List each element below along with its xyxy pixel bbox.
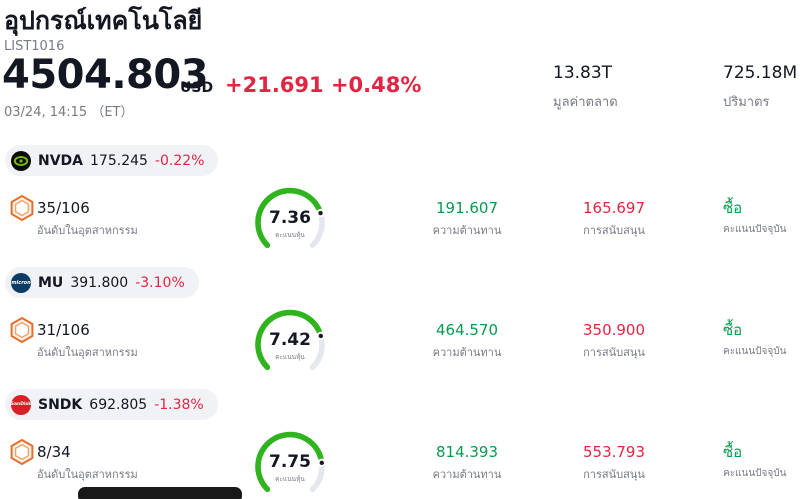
resistance-column: 464.570 ความต้านทาน bbox=[393, 321, 541, 361]
industry-rank-icon bbox=[8, 316, 36, 344]
ticker-symbol: MU bbox=[38, 274, 64, 291]
resistance-value: 814.393 bbox=[435, 443, 499, 461]
resistance-label: ความต้านทาน bbox=[432, 346, 502, 359]
industry-rank-label: อันดับในอุตสาหกรรม bbox=[37, 468, 138, 481]
resistance-value: 191.607 bbox=[435, 199, 499, 217]
industry-rank-value: 8/34 bbox=[37, 443, 71, 461]
resistance-label: ความต้านทาน bbox=[432, 224, 502, 237]
volume-value: 725.18M bbox=[723, 63, 798, 83]
support-value: 165.697 bbox=[582, 199, 646, 217]
ticker-pill-mu[interactable]: micron MU 391.800 -3.10% bbox=[5, 267, 199, 298]
support-label: การสนับสนุน bbox=[583, 468, 645, 481]
ticker-symbol: SNDK bbox=[38, 396, 83, 413]
industry-rank-value: 35/106 bbox=[37, 199, 90, 217]
score-gauge: 7.42 คะแนนหุ้น bbox=[250, 303, 330, 383]
industry-rank-value: 31/106 bbox=[37, 321, 90, 339]
score-value: 7.36 bbox=[269, 208, 311, 228]
ticker-price: 175.245 bbox=[90, 152, 148, 169]
quote-datetime: 03/24, 14:15 （ET） bbox=[4, 105, 134, 120]
score-label: คะแนนหุ้น bbox=[275, 231, 305, 239]
support-column: 350.900 การสนับสนุน bbox=[540, 321, 688, 361]
industry-rank-label: อันดับในอุตสาหกรรม bbox=[37, 346, 138, 359]
industry-rank-label: อันดับในอุตสาหกรรม bbox=[37, 224, 138, 237]
stock-row: NVDA 175.245 -0.22% 35/106 อันดับในอุตสา… bbox=[0, 145, 800, 268]
index-price: 4504.803 bbox=[2, 52, 209, 98]
support-value: 350.900 bbox=[582, 321, 646, 339]
support-label: การสนับสนุน bbox=[583, 346, 645, 359]
stock-row: micron MU 391.800 -3.10% 31/106 อันดับใน… bbox=[0, 267, 800, 390]
industry-rank-icon bbox=[8, 194, 36, 222]
support-value: 553.793 bbox=[582, 443, 646, 461]
volume-label: ปริมาตร bbox=[723, 95, 770, 110]
buy-signal-link[interactable]: ซื้อ bbox=[723, 199, 743, 217]
stock-row: SanDisk SNDK 692.805 -1.38% 8/34 อันดับใ… bbox=[0, 389, 800, 499]
page-title: อุปกรณ์เทคโนโลยี bbox=[4, 6, 203, 35]
score-value: 7.75 bbox=[269, 452, 311, 472]
list-id: LIST1016 bbox=[4, 39, 65, 54]
sandisk-logo-icon: SanDisk bbox=[11, 394, 31, 415]
signal-label: คะแนนปัจจุบัน bbox=[723, 224, 787, 235]
market-cap-value: 13.83T bbox=[553, 63, 613, 83]
bottom-tooltip-cutoff bbox=[78, 487, 242, 499]
signal-label: คะแนนปัจจุบัน bbox=[723, 346, 787, 357]
signal-column: ซื้อ คะแนนปัจจุบัน bbox=[723, 443, 786, 481]
support-label: การสนับสนุน bbox=[583, 224, 645, 237]
nvda-logo-icon bbox=[11, 150, 31, 171]
support-column: 553.793 การสนับสนุน bbox=[540, 443, 688, 483]
ticker-pill-nvda[interactable]: NVDA 175.245 -0.22% bbox=[5, 145, 219, 176]
score-gauge-arc bbox=[255, 187, 325, 249]
score-value: 7.42 bbox=[269, 330, 311, 350]
resistance-column: 191.607 ความต้านทาน bbox=[393, 199, 541, 239]
score-label: คะแนนหุ้น bbox=[275, 475, 305, 483]
signal-column: ซื้อ คะแนนปัจจุบัน bbox=[723, 199, 786, 237]
ticker-change: -0.22% bbox=[154, 152, 205, 169]
ticker-price: 692.805 bbox=[89, 396, 148, 413]
resistance-value: 464.570 bbox=[435, 321, 499, 339]
ticker-change: -3.10% bbox=[135, 274, 185, 291]
signal-label: คะแนนปัจจุบัน bbox=[723, 468, 787, 479]
score-label: คะแนนหุ้น bbox=[275, 353, 305, 361]
ticker-symbol: NVDA bbox=[38, 152, 84, 169]
currency-label: USD bbox=[180, 80, 214, 96]
buy-signal-link[interactable]: ซื้อ bbox=[723, 443, 743, 461]
score-gauge: 7.36 คะแนนหุ้น bbox=[250, 181, 330, 261]
buy-signal-link[interactable]: ซื้อ bbox=[723, 321, 743, 339]
score-gauge-arc bbox=[255, 309, 326, 371]
micron-logo-icon: micron bbox=[11, 272, 31, 293]
score-gauge: 7.75 คะแนนหุ้น bbox=[250, 425, 330, 499]
ticker-change: -1.38% bbox=[154, 396, 204, 413]
ticker-pill-sndk[interactable]: SanDisk SNDK 692.805 -1.38% bbox=[5, 389, 218, 420]
index-change: +21.691 +0.48% bbox=[225, 73, 422, 97]
signal-column: ซื้อ คะแนนปัจจุบัน bbox=[723, 321, 786, 359]
ticker-price: 391.800 bbox=[70, 274, 129, 291]
score-gauge-arc bbox=[255, 431, 326, 493]
resistance-label: ความต้านทาน bbox=[432, 468, 502, 481]
industry-rank-icon bbox=[8, 438, 36, 466]
support-column: 165.697 การสนับสนุน bbox=[540, 199, 688, 239]
market-cap-label: มูลค่าตลาด bbox=[553, 95, 618, 110]
resistance-column: 814.393 ความต้านทาน bbox=[393, 443, 541, 483]
